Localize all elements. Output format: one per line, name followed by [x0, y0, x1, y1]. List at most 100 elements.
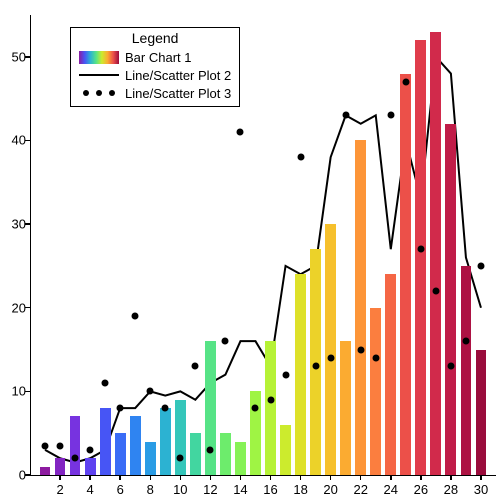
scatter-point [132, 313, 139, 320]
scatter-point [372, 354, 379, 361]
bar [476, 350, 487, 475]
dots-swatch-icon [79, 90, 119, 96]
legend-item-line: Line/Scatter Plot 2 [79, 66, 231, 84]
bar [175, 400, 186, 475]
x-tick [360, 475, 362, 480]
legend-label: Line/Scatter Plot 2 [125, 68, 231, 83]
bar [100, 408, 111, 475]
bar [40, 467, 51, 475]
chart-container: Legend Bar Chart 1 Line/Scatter Plot 2 L… [0, 0, 504, 502]
scatter-point [222, 338, 229, 345]
x-tick [480, 475, 482, 480]
x-tick-label: 2 [56, 482, 63, 497]
bar [55, 458, 66, 475]
scatter-point [162, 405, 169, 412]
bar [340, 341, 351, 475]
x-tick-label: 28 [444, 482, 458, 497]
bar [70, 416, 81, 475]
scatter-point [417, 246, 424, 253]
y-tick-label: 0 [19, 468, 26, 483]
scatter-point [462, 338, 469, 345]
legend: Legend Bar Chart 1 Line/Scatter Plot 2 L… [70, 27, 240, 107]
x-tick [330, 475, 332, 480]
x-tick-label: 16 [263, 482, 277, 497]
x-tick [180, 475, 182, 480]
bar [160, 408, 171, 475]
scatter-point [432, 288, 439, 295]
x-tick [240, 475, 242, 480]
y-tick-label: 10 [12, 384, 26, 399]
bar [115, 433, 126, 475]
y-tick-label: 40 [12, 133, 26, 148]
bar [220, 433, 231, 475]
scatter-point [342, 112, 349, 119]
x-tick-label: 20 [323, 482, 337, 497]
bar [325, 224, 336, 475]
y-tick-label: 20 [12, 300, 26, 315]
bar [145, 442, 156, 475]
bar [400, 74, 411, 475]
scatter-point [447, 363, 454, 370]
scatter-point [87, 446, 94, 453]
scatter-point [402, 78, 409, 85]
x-tick-label: 12 [203, 482, 217, 497]
scatter-point [237, 129, 244, 136]
legend-label: Bar Chart 1 [125, 50, 191, 65]
x-tick [300, 475, 302, 480]
x-tick-label: 14 [233, 482, 247, 497]
y-tick-label: 30 [12, 217, 26, 232]
bar [385, 274, 396, 475]
bar [370, 308, 381, 475]
bar [430, 32, 441, 475]
x-tick-label: 24 [384, 482, 398, 497]
x-tick-label: 18 [293, 482, 307, 497]
line-swatch-icon [79, 74, 119, 76]
scatter-point [387, 112, 394, 119]
scatter-point [252, 405, 259, 412]
x-tick-label: 30 [474, 482, 488, 497]
legend-title: Legend [79, 30, 231, 46]
scatter-point [192, 363, 199, 370]
scatter-point [282, 371, 289, 378]
x-tick-label: 10 [173, 482, 187, 497]
legend-label: Line/Scatter Plot 3 [125, 86, 231, 101]
x-tick-label: 26 [414, 482, 428, 497]
bar [355, 140, 366, 475]
bar [415, 40, 426, 475]
scatter-point [297, 154, 304, 161]
y-tick-label: 50 [12, 49, 26, 64]
bar [130, 416, 141, 475]
bar [280, 425, 291, 475]
scatter-point [357, 346, 364, 353]
scatter-point [117, 405, 124, 412]
bar [205, 341, 216, 475]
x-tick [270, 475, 272, 480]
bar [235, 442, 246, 475]
x-tick-label: 4 [87, 482, 94, 497]
scatter-point [267, 396, 274, 403]
legend-item-scatter: Line/Scatter Plot 3 [79, 84, 231, 102]
x-tick [390, 475, 392, 480]
scatter-point [102, 380, 109, 387]
x-tick [210, 475, 212, 480]
scatter-point [72, 455, 79, 462]
scatter-point [147, 388, 154, 395]
scatter-point [57, 442, 64, 449]
bar [190, 433, 201, 475]
scatter-point [312, 363, 319, 370]
x-tick [150, 475, 152, 480]
bar [85, 458, 96, 475]
x-tick [119, 475, 121, 480]
bar [265, 341, 276, 475]
scatter-point [42, 442, 49, 449]
scatter-point [207, 446, 214, 453]
x-tick-label: 6 [117, 482, 124, 497]
x-tick [59, 475, 61, 480]
scatter-point [327, 354, 334, 361]
x-tick-label: 8 [147, 482, 154, 497]
x-tick-label: 22 [353, 482, 367, 497]
x-tick [89, 475, 91, 480]
scatter-point [177, 455, 184, 462]
rainbow-swatch-icon [79, 51, 119, 64]
scatter-point [477, 262, 484, 269]
